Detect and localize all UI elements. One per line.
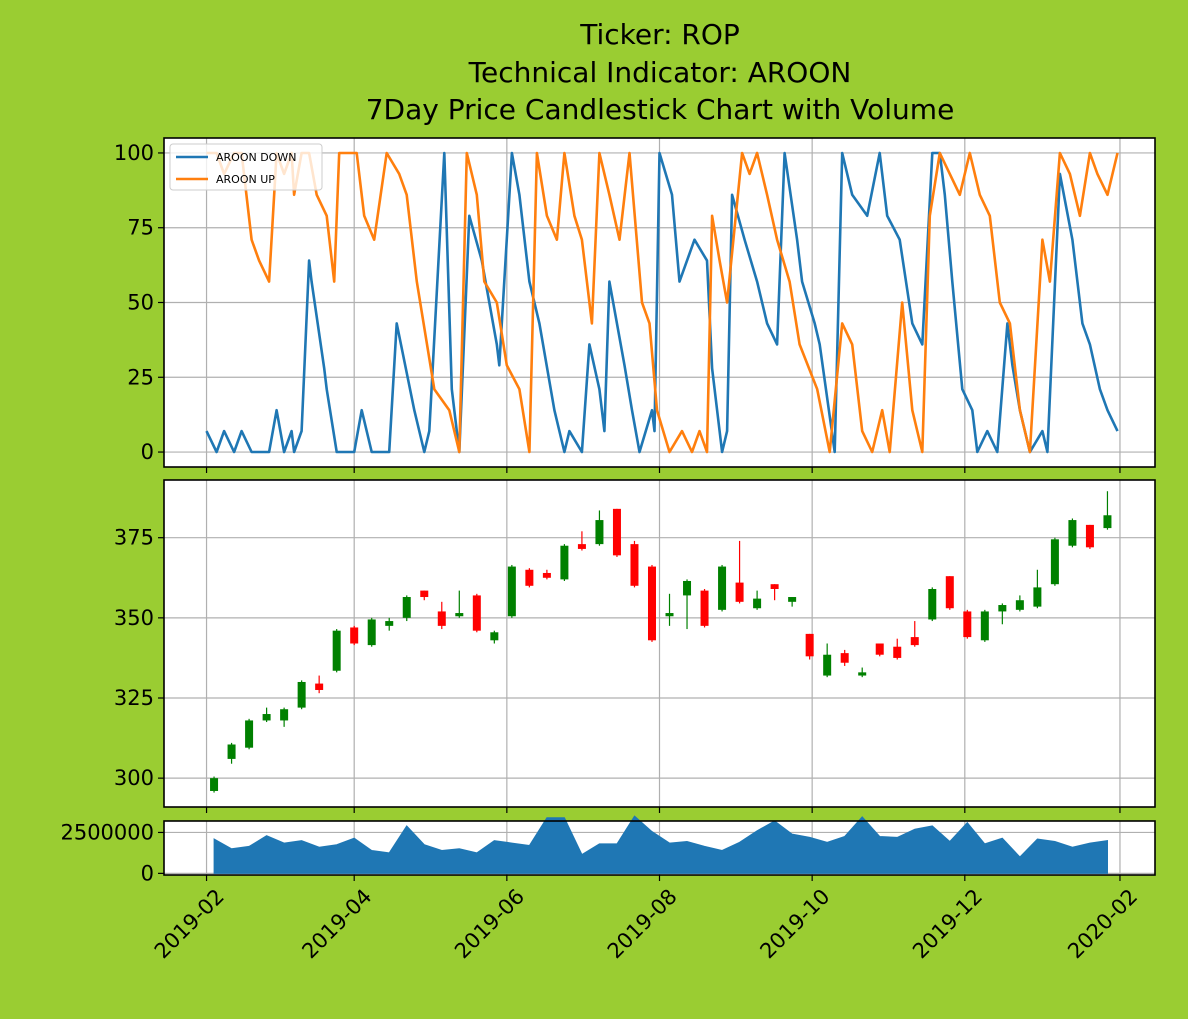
candle-body	[840, 653, 849, 663]
volume-series	[213, 815, 1108, 874]
candle-body	[420, 590, 429, 598]
volume-panel: 0 2500000	[60, 815, 1156, 885]
candle-body	[893, 646, 902, 658]
candle-body	[928, 589, 937, 620]
candle-body	[753, 598, 762, 609]
candle-body	[1068, 520, 1077, 546]
candle-body	[735, 582, 744, 602]
volume-y-tick-label: 2500000	[60, 820, 154, 844]
candle-body	[788, 597, 797, 602]
candle-body	[700, 590, 709, 626]
candle-body	[1085, 524, 1094, 548]
candle-body	[1050, 539, 1059, 585]
aroon-y-tick-label: 100	[114, 141, 154, 165]
candle-body	[560, 545, 569, 580]
candle-body	[525, 569, 534, 586]
volume-y-axis: 0 2500000	[60, 820, 164, 885]
price-y-tick-label: 300	[114, 766, 154, 790]
aroon-down-line	[205, 151, 1119, 454]
candle-body	[683, 580, 692, 596]
candle-body	[858, 672, 867, 676]
candle-body	[507, 566, 516, 617]
price-frame	[163, 479, 1156, 808]
candle-body	[210, 778, 219, 791]
aroon-y-axis: 0 25 50 75 100	[114, 141, 164, 464]
candle-body	[227, 744, 236, 759]
candle-body	[1103, 515, 1112, 529]
candle-body	[875, 643, 884, 655]
candle-body	[332, 630, 341, 671]
chart-title-line-3: 7Day Price Candlestick Chart with Volume	[366, 93, 955, 126]
aroon-y-tick-label: 50	[127, 291, 154, 315]
candle-body	[910, 637, 919, 646]
candle-body	[490, 632, 499, 641]
candle-body	[402, 597, 411, 618]
candle-body	[998, 605, 1007, 612]
aroon-panel: 0 25 50 75 100 AROON DOWN AROON UP	[114, 137, 1156, 473]
volume-frame	[163, 820, 1156, 876]
candle-body	[385, 621, 394, 626]
candle-body	[245, 720, 254, 748]
aroon-y-tick-label: 25	[127, 365, 154, 389]
legend-label-aroon-down: AROON DOWN	[216, 151, 296, 164]
candle-body	[455, 613, 464, 617]
aroon-y-tick-label: 75	[127, 216, 154, 240]
candle-body	[770, 584, 779, 589]
price-grid	[164, 480, 1155, 813]
candle-body	[630, 544, 639, 586]
candle-body	[315, 683, 324, 690]
legend: AROON DOWN AROON UP	[169, 143, 323, 191]
candle-body	[980, 611, 989, 641]
candle-body	[665, 613, 674, 617]
candle-body	[367, 619, 376, 646]
candle-body	[280, 709, 289, 721]
price-y-tick-label: 325	[114, 686, 154, 710]
aroon-y-tick-label: 0	[141, 440, 154, 464]
candle-body	[542, 572, 551, 578]
candle-body	[577, 544, 586, 549]
candle-body	[963, 611, 972, 638]
aroon-series	[205, 151, 1119, 454]
candle-body	[1033, 587, 1042, 607]
candle-body	[472, 595, 481, 631]
chart-title-line-1: Ticker: ROP	[579, 18, 740, 51]
price-panel: 300 325 350 375	[114, 479, 1156, 813]
candle-body	[612, 508, 621, 556]
candle-body	[350, 627, 359, 644]
candle-body	[262, 714, 271, 721]
candle-body	[1015, 600, 1024, 610]
candle-body	[647, 566, 656, 641]
candle-body	[595, 520, 604, 545]
candle-body	[945, 576, 954, 609]
candlestick-series	[210, 491, 1112, 793]
candle-body	[805, 633, 814, 657]
chart-title-line-2: Technical Indicator: AROON	[468, 56, 852, 89]
price-y-axis: 300 325 350 375	[114, 526, 164, 790]
price-y-tick-label: 375	[114, 526, 154, 550]
volume-area	[213, 815, 1108, 874]
candle-body	[297, 681, 306, 708]
aroon-up-line	[206, 151, 1119, 454]
candle-body	[823, 654, 832, 676]
volume-y-tick-label: 0	[141, 861, 154, 885]
candle-body	[437, 611, 446, 626]
legend-label-aroon-up: AROON UP	[216, 173, 275, 186]
price-y-tick-label: 350	[114, 606, 154, 630]
candle-body	[718, 566, 727, 610]
